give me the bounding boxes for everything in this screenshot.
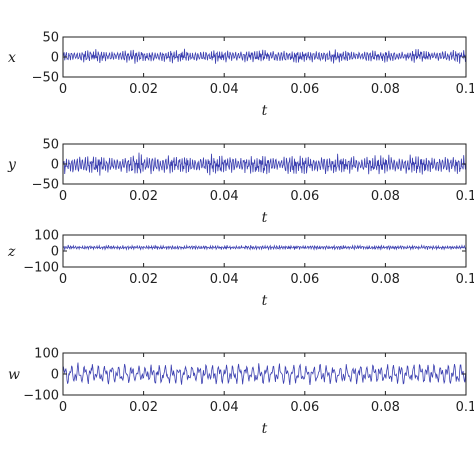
x-tick-label: 0.06 [290,272,319,287]
x-tick-label: 0 [59,400,67,415]
series-line-w [62,362,467,386]
x-tick-label: 0.04 [210,82,239,97]
series-line-z [62,244,467,252]
x-tick-label: 0.04 [210,189,239,204]
x-tick-label: 0.1 [456,82,474,97]
x-tick-label: 0.1 [456,272,474,287]
x-tick-label: 0 [59,272,67,287]
y-tick-label: 0 [51,245,59,260]
y-tick-label: 100 [34,347,59,362]
x-tick-label: 0.02 [129,82,158,97]
x-tick-label: 0 [59,189,67,204]
x-tick-label: 0.06 [290,189,319,204]
x-tick-label: 0.08 [371,272,400,287]
x-axis-label: t [262,210,268,226]
y-tick-label: −100 [23,389,59,404]
y-tick-label: −50 [32,71,59,86]
x-tick-label: 0 [59,82,67,97]
x-tick-label: 0.08 [371,189,400,204]
x-tick-label: 0.08 [371,400,400,415]
x-tick-label: 0.02 [129,400,158,415]
y-tick-label: 0 [51,368,59,383]
x-tick-label: 0.06 [290,400,319,415]
x-tick-label: 0.08 [371,82,400,97]
x-tick-label: 0.04 [210,400,239,415]
y-axis-label: z [7,244,16,260]
series-line-y [62,152,467,176]
y-axis-label: w [8,367,20,383]
y-axis-label: x [8,50,16,66]
y-tick-label: 100 [34,229,59,244]
y-tick-label: 50 [42,31,59,46]
y-tick-label: −100 [23,261,59,276]
y-tick-label: 50 [42,138,59,153]
x-tick-label: 0.02 [129,189,158,204]
x-axis-label: t [262,103,268,119]
x-axis-label: t [262,293,268,309]
plot-frame-z [62,234,467,268]
x-tick-label: 0.06 [290,82,319,97]
x-tick-label: 0.1 [456,189,474,204]
y-tick-label: −50 [32,178,59,193]
y-tick-label: 0 [51,158,59,173]
x-tick-label: 0.02 [129,272,158,287]
x-tick-label: 0.1 [456,400,474,415]
series-line-x [62,48,467,64]
y-tick-label: 0 [51,51,59,66]
y-axis-label: y [7,157,17,173]
x-axis-label: t [262,421,268,437]
x-tick-label: 0.04 [210,272,239,287]
